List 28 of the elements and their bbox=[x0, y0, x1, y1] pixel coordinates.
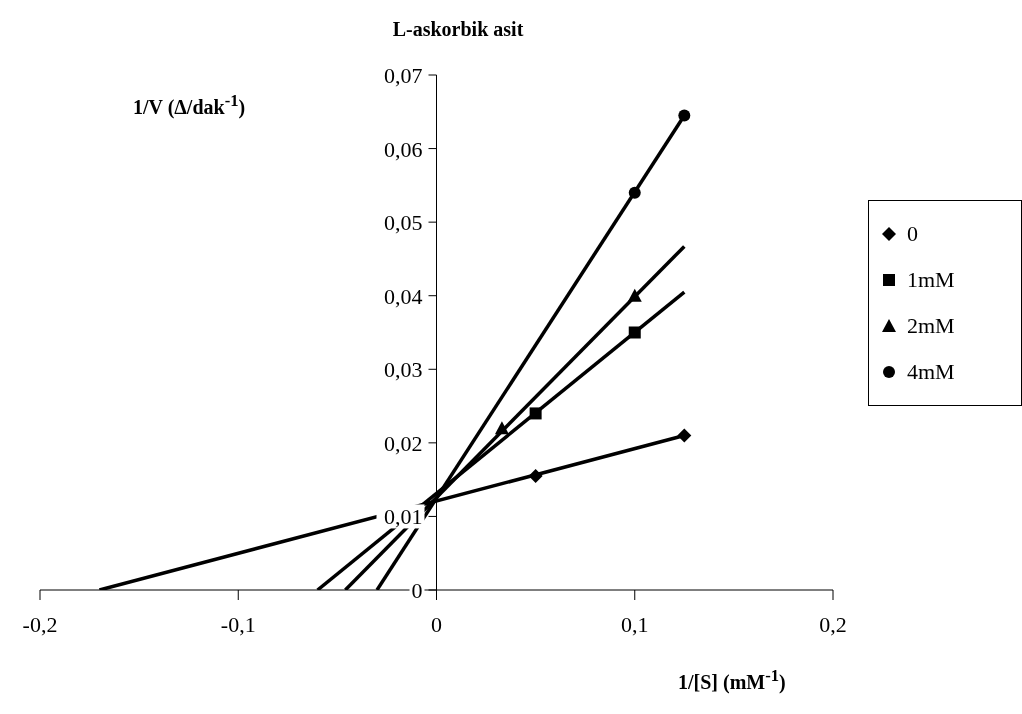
x-tick-label: -0,2 bbox=[22, 611, 58, 637]
point bbox=[494, 421, 509, 435]
chart-title: L-askorbik asit bbox=[391, 18, 525, 41]
y-tick-label: 0,03 bbox=[384, 357, 423, 383]
point bbox=[528, 468, 543, 483]
y-tick-label: 0,02 bbox=[384, 430, 423, 456]
legend-label: 4mM bbox=[907, 359, 955, 385]
point bbox=[529, 407, 542, 420]
y-tick-label: 0,05 bbox=[384, 210, 423, 236]
legend-label: 2mM bbox=[907, 313, 955, 339]
y-tick-label: 0,07 bbox=[384, 63, 423, 88]
point bbox=[678, 109, 691, 122]
x-tick-label: 0,2 bbox=[819, 611, 847, 637]
y-tick-label: 0,04 bbox=[384, 283, 423, 309]
point bbox=[628, 326, 641, 339]
x-tick-label: 0 bbox=[431, 611, 442, 637]
legend-label: 0 bbox=[907, 221, 918, 247]
point bbox=[627, 288, 642, 302]
point bbox=[628, 186, 641, 199]
x-axis-title: 1/[S] (mM$^{-1}$) bbox=[678, 666, 786, 694]
y-tick-label: 0,06 bbox=[384, 136, 423, 162]
y-tick-label: 0,01 bbox=[384, 504, 423, 530]
y-axis-title: 1/V (Δ/dak$^{-1}$) bbox=[133, 91, 246, 119]
point bbox=[677, 428, 692, 443]
x-tick-label: -0,1 bbox=[220, 611, 256, 637]
legend-label: 1mM bbox=[907, 267, 955, 293]
x-tick-label: 0,1 bbox=[621, 611, 649, 637]
y-tick-label: 0 bbox=[411, 578, 423, 603]
